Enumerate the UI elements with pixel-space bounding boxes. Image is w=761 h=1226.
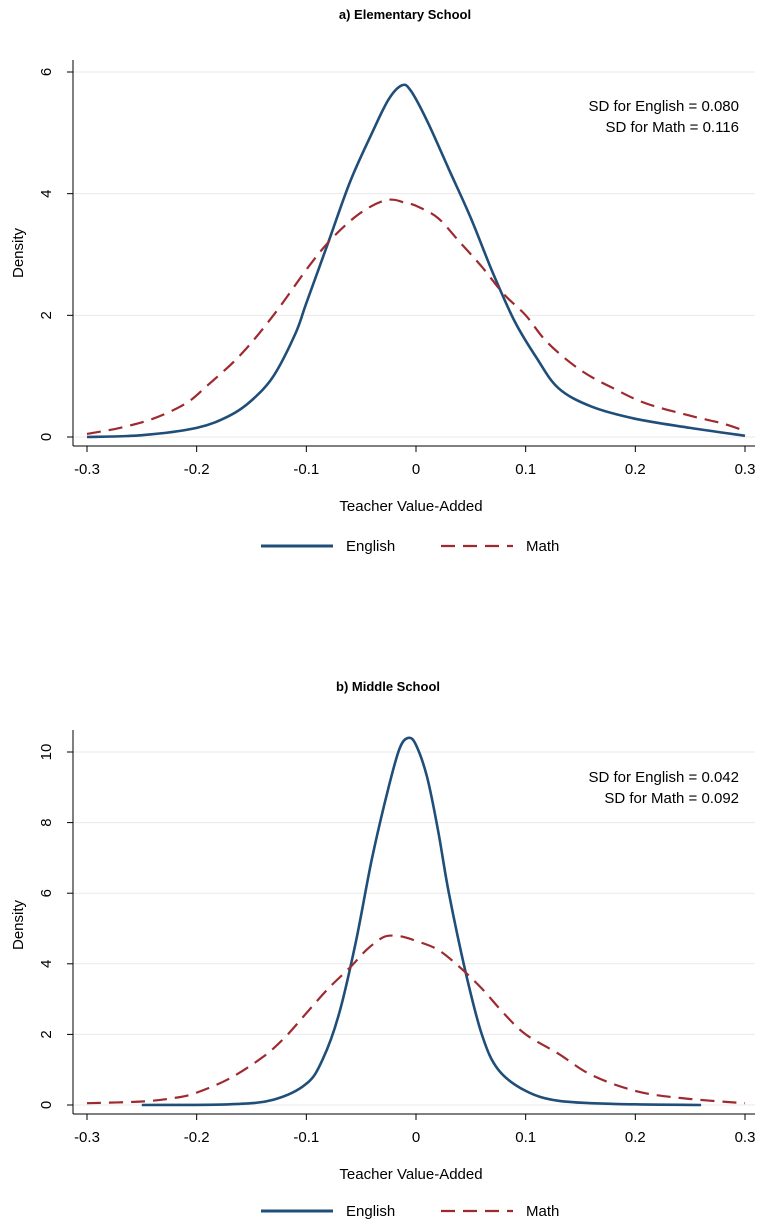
gridlines	[73, 751, 755, 1106]
y-tick-label: 2	[38, 1030, 55, 1038]
series-line-english	[141, 736, 702, 1107]
panel-b: b) Middle School 0 2 4 6 8 10 -0.3 -0.2 -0.1 0 0.…	[10, 679, 755, 1220]
x-tick-label: 0	[412, 1129, 420, 1146]
x-tick-label: 0.1	[515, 461, 536, 478]
legend: English Math	[261, 1203, 559, 1220]
x-tick-label: -0.3	[74, 461, 100, 478]
legend-label-english: English	[346, 538, 395, 555]
x-tick-label: -0.1	[293, 461, 319, 478]
y-tick-label: 10	[38, 744, 55, 761]
y-ticks: 0 2 4 6 8 10	[38, 744, 73, 1109]
y-axis-label: Density	[10, 227, 27, 278]
sd-math-annotation: SD for Math = 0.092	[604, 790, 739, 807]
x-tick-label: 0.2	[625, 1129, 646, 1146]
x-tick-label: 0.3	[735, 1129, 756, 1146]
y-tick-label: 2	[38, 311, 55, 319]
y-tick-label: 0	[38, 1101, 55, 1109]
y-tick-label: 8	[38, 818, 55, 826]
y-ticks: 0 2 4 6	[38, 68, 73, 441]
y-tick-label: 4	[38, 189, 55, 197]
x-tick-label: 0.2	[625, 461, 646, 478]
legend-label-math: Math	[526, 538, 559, 555]
series-lines	[86, 83, 746, 439]
x-tick-label: 0.1	[515, 1129, 536, 1146]
y-tick-label: 6	[38, 889, 55, 897]
chart-title: b) Middle School	[336, 679, 440, 694]
x-ticks: -0.3 -0.2 -0.1 0 0.1 0.2 0.3	[74, 1114, 755, 1146]
x-axis-label: Teacher Value-Added	[339, 1166, 482, 1183]
legend: English Math	[261, 538, 559, 555]
y-tick-label: 6	[38, 68, 55, 76]
x-ticks: -0.3 -0.2 -0.1 0 0.1 0.2 0.3	[74, 446, 755, 478]
x-axis-label: Teacher Value-Added	[339, 498, 482, 515]
x-tick-label: 0	[412, 461, 420, 478]
legend-label-math: Math	[526, 1203, 559, 1220]
sd-english-annotation: SD for English = 0.080	[588, 98, 739, 115]
x-tick-label: -0.2	[184, 461, 210, 478]
sd-english-annotation: SD for English = 0.042	[588, 769, 739, 786]
x-tick-label: -0.1	[293, 1129, 319, 1146]
y-tick-label: 0	[38, 433, 55, 441]
y-tick-label: 4	[38, 960, 55, 968]
series-line-math	[86, 198, 746, 436]
chart-title: a) Elementary School	[339, 7, 471, 22]
gridlines	[73, 71, 755, 438]
series-line-math	[86, 934, 746, 1105]
sd-math-annotation: SD for Math = 0.116	[605, 119, 739, 136]
series-line-english	[86, 83, 746, 439]
series-lines	[86, 736, 746, 1107]
legend-label-english: English	[346, 1203, 395, 1220]
x-tick-label: 0.3	[735, 461, 756, 478]
y-axis-label: Density	[10, 899, 27, 950]
x-tick-label: -0.2	[184, 1129, 210, 1146]
x-tick-label: -0.3	[74, 1129, 100, 1146]
